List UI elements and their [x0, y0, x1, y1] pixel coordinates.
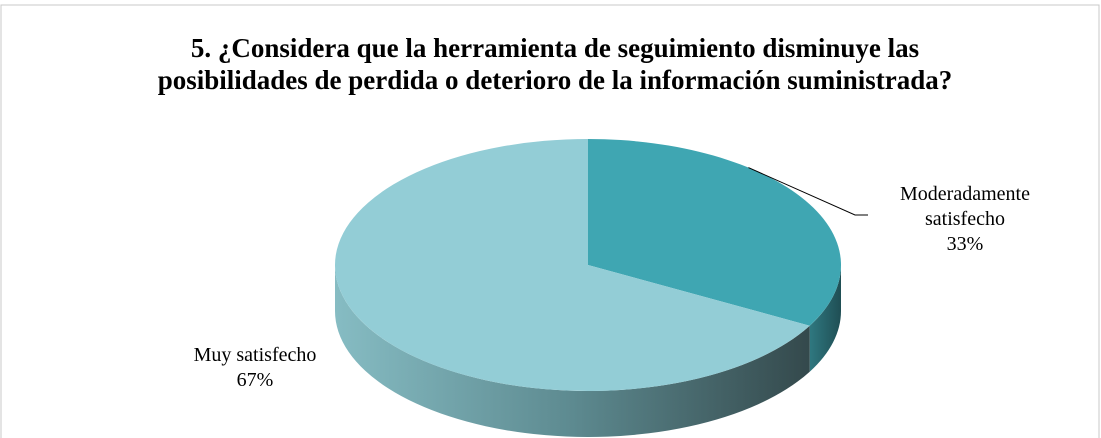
pie-slice [334, 139, 810, 391]
slice-value-label: 33% [946, 233, 984, 255]
leader-line [748, 167, 868, 216]
pie-side [335, 265, 810, 437]
slice-value-label: 67% [236, 369, 274, 391]
chart-border [0, 4, 1100, 438]
pie-side [809, 265, 841, 372]
chart-title: 5. ¿Considera que la herramienta de segu… [157, 33, 953, 95]
pie-slice [588, 139, 841, 326]
slice-label: Muy satisfecho [193, 344, 317, 366]
slice-label: Moderadamente satisfecho [900, 183, 1030, 230]
